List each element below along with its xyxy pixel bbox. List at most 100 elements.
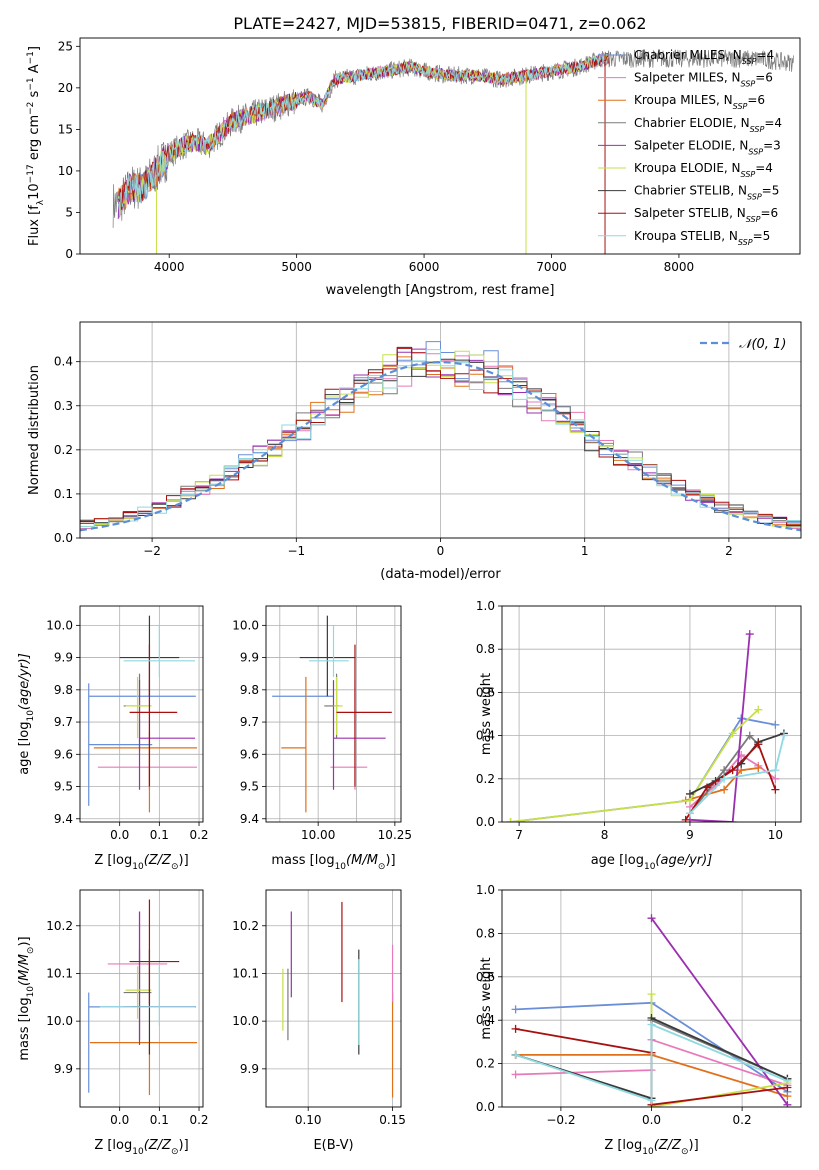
x-tick-label: 10 [768, 828, 783, 842]
legend-sub: SSP [741, 79, 756, 88]
x-tick-label: 10.25 [378, 828, 412, 842]
age-vs-Z-xlabel-part: (Z/Z [144, 853, 172, 868]
x-tick-label: −2 [143, 544, 161, 558]
y-tick-label: 0.8 [476, 642, 495, 656]
mass-weight-vs-age-ylabel: mass weight [479, 673, 494, 755]
axes-frame [79, 889, 204, 1108]
errorbar-point [125, 966, 152, 1019]
y-tick-label: 9.9 [54, 1062, 73, 1076]
y-tick-label: 25 [58, 39, 73, 53]
weight-line [650, 917, 789, 1106]
mass-weight-vs-Z-xlabel-part: )] [689, 1138, 699, 1153]
legend-sub: SSP [738, 237, 753, 246]
y-tick-label: 9.9 [240, 1062, 259, 1076]
mass-vs-Z-xlabel-part: )] [179, 1138, 189, 1153]
axes-frame [79, 321, 802, 539]
weight-marker [703, 783, 712, 792]
x-tick-label: 10.00 [301, 828, 335, 842]
x-tick-label: 0.0 [110, 828, 129, 842]
y-tick-label: 0.0 [54, 531, 73, 545]
legend-sub: SSP [733, 102, 748, 111]
y-tick-label: 0.0 [476, 1100, 495, 1114]
weight-marker [745, 731, 754, 740]
legend-gaussian-label: 𝒩(0, 1) [739, 337, 786, 352]
legend-count: =5 [753, 229, 771, 243]
age-vs-Z-ylabel: age [log10(age/yr)] [17, 653, 36, 775]
legend-count: =6 [747, 93, 765, 107]
age-vs-mass-xlabel-part: 10 [335, 862, 347, 872]
y-tick-label: 1.0 [476, 883, 495, 897]
legend-count: =6 [760, 206, 778, 220]
y-tick-label: 0.8 [476, 926, 495, 940]
y-tick-label: 0.6 [476, 685, 495, 699]
y-tick-label: 10.0 [232, 618, 259, 632]
legend-sub: SSP [746, 215, 761, 224]
y-tick-label: 0.0 [476, 815, 495, 829]
y-tick-label: 20 [58, 81, 73, 95]
legend-count: =4 [764, 116, 782, 130]
y-tick-label: 0 [65, 247, 73, 261]
x-tick-label: −1 [287, 544, 305, 558]
spectrum-ylabel-part: 10 [27, 183, 42, 200]
y-tick-label: 9.7 [54, 715, 73, 729]
spectrum-ylabel-part: s [27, 90, 42, 101]
y-tick-label: 9.6 [54, 747, 73, 761]
y-tick-label: 9.9 [54, 651, 73, 665]
mass-weight-vs-Z-xlabel-part: (Z/Z [654, 1138, 682, 1153]
mass-weight-vs-Z-xlabel-part: 10 [642, 1147, 654, 1157]
mass-vs-EBV-axes: 0.10 0.15 9.9 10.0 10.1 10.2 [232, 890, 406, 1127]
x-tick-label: 0.0 [642, 1113, 661, 1127]
y-tick-label: 0.2 [54, 443, 73, 457]
errorbar-point [93, 731, 198, 813]
spectrum-ylabel-part: −2 [26, 102, 36, 115]
x-tick-label: 8 [601, 828, 609, 842]
weight-line [689, 734, 759, 814]
legend-name: Kroupa STELIB, N [634, 229, 738, 243]
y-tick-label: 0.2 [476, 1057, 495, 1071]
legend-label: Chabrier STELIB, NSSP=5 [634, 184, 779, 202]
x-tick-label: 4000 [154, 260, 185, 274]
y-tick-label: 0.4 [476, 1013, 495, 1027]
errorbar-point [129, 644, 178, 787]
age-vs-Z-xlabel-part: Z [log [94, 853, 132, 868]
y-tick-label: 0.3 [54, 399, 73, 413]
weight-marker [511, 1050, 520, 1059]
weight-marker [728, 818, 737, 822]
x-tick-label: 6000 [409, 260, 440, 274]
mass-vs-Z-xlabel: Z [log10(Z/Z⊙)] [94, 1138, 188, 1157]
errorbar-point [129, 899, 180, 1005]
x-tick-label: 2 [725, 544, 733, 558]
mass-weight-vs-Z-ylabel: mass weight [479, 957, 494, 1039]
errorbar-point [332, 680, 386, 790]
mass-vs-Z-axes: 0.0 0.1 0.2 9.9 10.0 10.1 10.2 [46, 890, 209, 1127]
errorbar-point [308, 625, 349, 677]
mass-vs-Z-ylabel: mass [log10(M/M⊙)] [17, 936, 36, 1060]
legend-sub: SSP [747, 192, 762, 201]
axes-frame [79, 605, 204, 823]
weight-marker [754, 705, 763, 714]
errorbar-point [107, 911, 168, 974]
errorbar-point [330, 680, 368, 790]
legend-name: Salpeter STELIB, N [634, 206, 746, 220]
weight-marker [681, 815, 690, 822]
age-vs-mass-xlabel-part: ⊙ [378, 862, 386, 872]
weight-marker [647, 990, 656, 999]
legend-count: =6 [755, 71, 773, 85]
x-tick-label: 0.1 [150, 828, 169, 842]
mass-weight-vs-Z-series [511, 914, 792, 1107]
weight-marker [783, 1092, 792, 1101]
mass-vs-Z-xlabel-part: (Z/Z [144, 1138, 172, 1153]
spectrum-line [117, 53, 609, 215]
errorbar-point [123, 625, 196, 677]
mass-vs-Z-ylabel-part: )] [17, 936, 32, 946]
y-tick-label: 10.1 [46, 966, 73, 980]
weight-marker [647, 914, 656, 923]
axes-frame [265, 889, 402, 1108]
legend-count: =4 [756, 48, 774, 62]
x-tick-label: 0.0 [110, 1113, 129, 1127]
weight-marker [745, 630, 754, 639]
spectrum-ylabel-part: −1 [26, 51, 36, 64]
age-vs-mass-xlabel-part: (M/M [346, 853, 378, 868]
x-tick-label: 0.2 [733, 1113, 752, 1127]
